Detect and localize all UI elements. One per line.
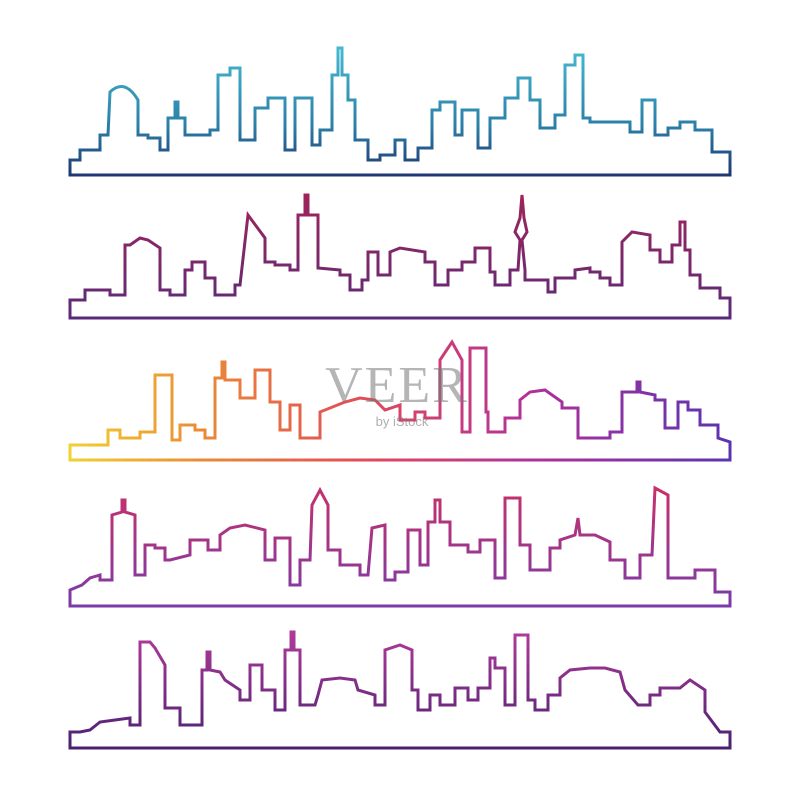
skyline bbox=[68, 339, 732, 462]
skyline bbox=[68, 46, 732, 177]
watermark-tagline: by iStock bbox=[376, 414, 429, 429]
watermark-brand: VEER bbox=[325, 357, 469, 414]
skyline bbox=[68, 630, 732, 750]
skyline bbox=[68, 193, 732, 320]
skyline bbox=[68, 485, 732, 608]
